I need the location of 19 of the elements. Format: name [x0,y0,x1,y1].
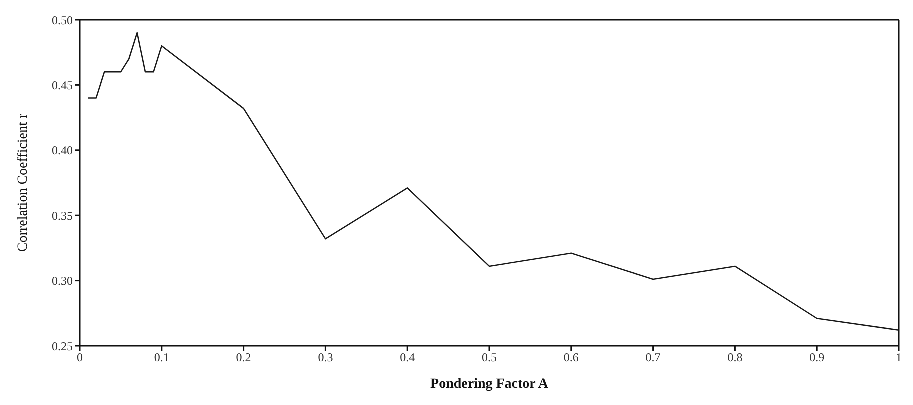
y-tick-label: 0.30 [52,274,73,288]
y-tick-label: 0.50 [52,13,73,28]
y-tick-label: 0.35 [52,208,73,223]
y-axis-title: Correlation Coefficient r [16,114,31,252]
y-tick-label: 0.25 [52,339,73,354]
x-tick-label: 0.9 [810,350,825,365]
y-tick-label: 0.45 [52,78,73,92]
x-tick-label: 0.1 [154,350,170,365]
x-tick-label: 0.4 [400,350,416,365]
x-tick-label: 0.3 [318,350,334,365]
x-tick-label: 0.8 [728,350,743,365]
x-tick-label: 1 [896,350,902,365]
x-tick-label: 0 [77,350,83,365]
x-tick-label: 0.6 [564,350,579,365]
x-tick-label: 0.5 [482,350,497,365]
y-tick-label: 0.40 [52,144,73,158]
x-tick-label: 0.2 [236,350,252,365]
x-tick-label: 0.7 [646,350,661,365]
x-axis-title: Pondering Factor A [430,377,550,392]
